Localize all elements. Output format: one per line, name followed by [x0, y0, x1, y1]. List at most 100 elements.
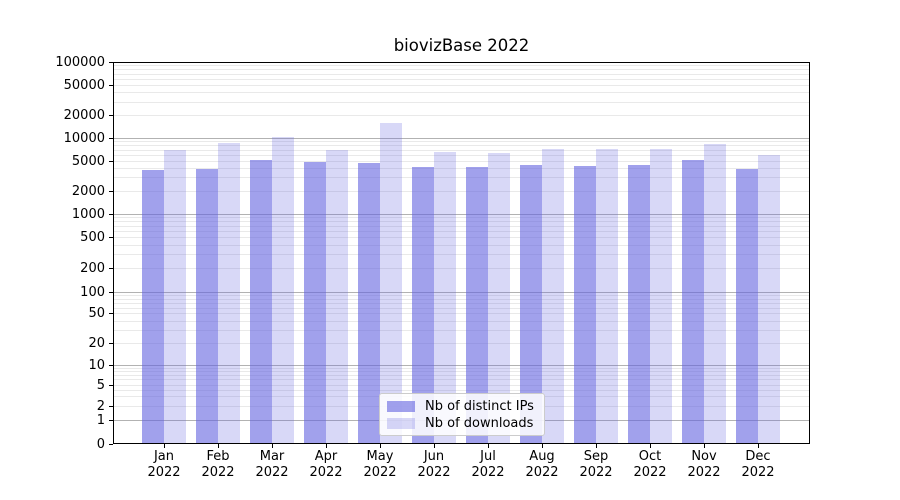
x-tick-mark [758, 444, 759, 448]
y-tick-label: 10000 [63, 130, 105, 146]
y-tick-label: 200 [80, 261, 105, 277]
bar-nb-of-downloads-may [380, 123, 402, 444]
gridline-minor [113, 114, 810, 116]
gridline-minor [113, 298, 810, 300]
bar-nb-of-downloads-dec [758, 154, 780, 444]
y-tick-mark [109, 291, 113, 293]
y-tick-label: 5 [96, 377, 105, 393]
bar-nb-of-downloads-jul [488, 152, 510, 444]
x-tick-label: Sep 2022 [566, 449, 626, 480]
gridline-minor [113, 177, 810, 179]
gridline-major [113, 213, 810, 215]
bar-nb-of-distinct-ips-sep [574, 165, 596, 444]
x-tick-mark [272, 444, 273, 448]
x-tick-month: Jun [423, 449, 445, 464]
bar-nb-of-distinct-ips-mar [250, 160, 272, 444]
gridline-minor [113, 145, 810, 147]
gridline-minor [113, 154, 810, 156]
bar-nb-of-downloads-apr [326, 149, 348, 444]
gridline-minor [113, 225, 810, 227]
gridline-minor [113, 302, 810, 304]
bar-nb-of-distinct-ips-feb [196, 169, 218, 444]
gridline-minor [113, 329, 810, 331]
x-tick-mark [704, 444, 705, 448]
y-tick-label: 0 [96, 436, 105, 452]
x-tick-year: 2022 [471, 464, 505, 480]
y-tick-mark [109, 313, 113, 315]
gridline-minor [113, 254, 810, 256]
x-tick-mark [596, 444, 597, 448]
gridline-minor [113, 384, 810, 386]
y-tick-mark [109, 268, 113, 270]
gridline-minor [113, 65, 810, 67]
gridline-minor [113, 374, 810, 376]
x-tick-month: Feb [206, 449, 230, 464]
bar-nb-of-distinct-ips-aug [520, 165, 542, 444]
x-tick-label: Mar 2022 [242, 449, 302, 480]
x-tick-mark [326, 444, 327, 448]
gridline-minor [113, 230, 810, 232]
bar-nb-of-downloads-nov [704, 144, 726, 444]
y-tick-label: 500 [80, 229, 105, 245]
x-tick-year: 2022 [687, 464, 721, 480]
gridline-minor [113, 389, 810, 391]
gridline-minor [113, 217, 810, 219]
y-tick-mark [109, 114, 113, 116]
x-tick-month: Sep [583, 449, 609, 464]
x-tick-year: 2022 [147, 464, 181, 480]
x-tick-year: 2022 [363, 464, 397, 480]
x-tick-mark [542, 444, 543, 448]
bar-nb-of-downloads-aug [542, 149, 564, 444]
x-tick-month: Mar [259, 449, 285, 464]
x-tick-label: Aug 2022 [512, 449, 572, 480]
bar-nb-of-distinct-ips-may [358, 163, 380, 444]
x-tick-year: 2022 [525, 464, 559, 480]
y-tick-mark [109, 213, 113, 215]
gridline-minor [113, 221, 810, 223]
x-tick-year: 2022 [201, 464, 235, 480]
y-tick-mark [109, 384, 113, 386]
chart-title: biovizBase 2022 [393, 36, 530, 55]
y-tick-mark [109, 364, 113, 366]
x-tick-label: Jun 2022 [404, 449, 464, 480]
gridline-minor [113, 379, 810, 381]
x-tick-label: Apr 2022 [296, 449, 356, 480]
y-tick-mark [109, 84, 113, 86]
bar-nb-of-distinct-ips-apr [304, 162, 326, 444]
bar-nb-of-distinct-ips-jun [412, 166, 434, 444]
x-tick-month: Apr [314, 449, 338, 464]
gridline-minor [113, 78, 810, 80]
y-tick-mark [109, 236, 113, 238]
y-tick-label: 50000 [63, 77, 105, 93]
y-tick-mark [109, 62, 113, 63]
y-tick-label: 2 [96, 398, 105, 414]
gridline-minor [113, 101, 810, 103]
legend-label-nb-of-downloads: Nb of downloads [425, 416, 534, 431]
gridline-major [113, 137, 810, 139]
x-tick-month: Nov [691, 449, 717, 464]
x-tick-mark [488, 444, 489, 448]
gridline-minor [113, 313, 810, 315]
gridline-minor [113, 307, 810, 309]
bar-nb-of-downloads-jan [164, 150, 186, 444]
gridline-minor [113, 244, 810, 246]
x-tick-year: 2022 [309, 464, 343, 480]
bar-nb-of-downloads-mar [272, 137, 294, 444]
gridline-major [113, 62, 810, 63]
x-tick-year: 2022 [741, 464, 775, 480]
x-tick-month: Jan [153, 449, 175, 464]
y-tick-label: 1 [96, 412, 105, 428]
bar-nb-of-downloads-oct [650, 149, 672, 444]
bar-nb-of-downloads-jun [434, 151, 456, 444]
gridline-minor [113, 160, 810, 162]
y-tick-label: 10 [88, 357, 105, 373]
y-tick-label: 100000 [55, 55, 105, 70]
x-tick-month: Aug [529, 449, 555, 464]
y-tick-mark [109, 190, 113, 192]
legend-row-nb-of-downloads: Nb of downloads [387, 415, 544, 432]
gridline-major [113, 364, 810, 366]
y-tick-mark [109, 342, 113, 344]
legend-swatch-nb-of-distinct-ips [387, 401, 415, 412]
x-tick-year: 2022 [255, 464, 289, 480]
